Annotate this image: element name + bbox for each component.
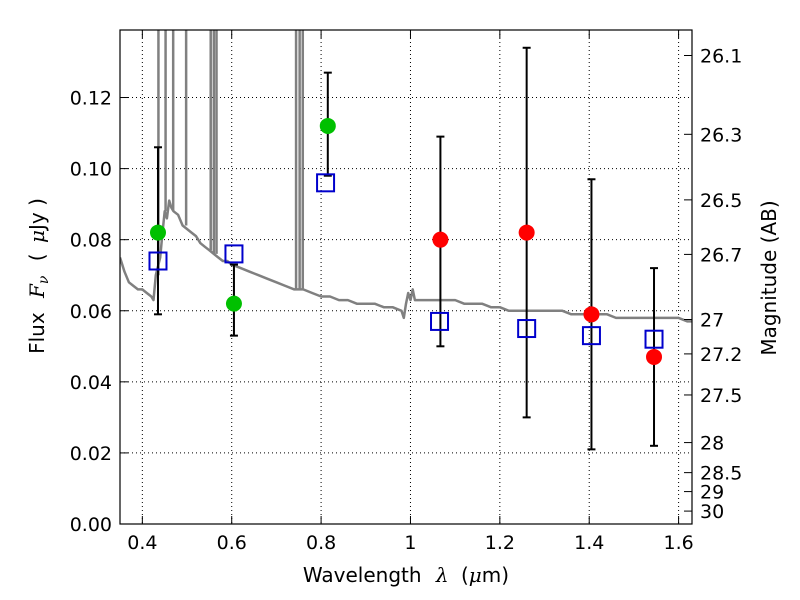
x-tick-label: 1.6 [663, 532, 693, 554]
model-flux-square [224, 244, 244, 264]
observed-flux-point [149, 224, 166, 241]
data-markers [148, 117, 664, 365]
observed-flux-point [319, 117, 336, 134]
magnitude-tick-label: 26.1 [700, 45, 742, 67]
y-tick-labels: 0.00 0.02 0.04 0.06 0.08 0.10 0.12 [70, 88, 112, 536]
x-tick-label: 1.4 [574, 532, 604, 554]
model-flux-square [517, 319, 537, 339]
model-flux-square [644, 329, 664, 349]
y-tick-label: 0.06 [70, 301, 112, 323]
y-tick-label: 0.08 [70, 230, 112, 252]
y-tick-label: 0.04 [70, 372, 112, 394]
magnitude-tick-label: 27.5 [700, 385, 742, 407]
observed-flux-point [432, 231, 449, 248]
observed-flux-point [518, 224, 535, 241]
model-flux-square [430, 311, 450, 331]
axis-ticks [120, 30, 692, 525]
x-tick-label: 0.8 [306, 532, 336, 554]
x-tick-labels: 0.4 0.6 0.8 1 1.2 1.4 1.6 [127, 532, 693, 554]
magnitude-tick-label: 26.3 [700, 124, 742, 146]
y-tick-label: 0.02 [70, 443, 112, 465]
magnitude-tick-label: 27.2 [700, 344, 742, 366]
observed-flux-point [646, 348, 663, 365]
plot-frame [119, 29, 693, 525]
magnitude-tick-label: 26.7 [700, 244, 742, 266]
spectrum-line [120, 199, 692, 323]
y-tick-label: 0.00 [70, 514, 112, 536]
magnitude-tick-label: 30 [700, 501, 724, 523]
error-bars [153, 46, 659, 451]
model-flux-square [148, 251, 168, 271]
magnitude-tick-label: 28 [700, 433, 724, 455]
y-tick-label: 0.10 [70, 159, 112, 181]
magnitude-tick-label: 28.5 [700, 463, 742, 485]
y-tick-label: 0.12 [70, 88, 112, 110]
model-flux-square [581, 326, 601, 346]
x-tick-label: 1 [404, 532, 416, 554]
x-axis-title: Wavelength λ (μm) [303, 563, 509, 587]
x-tick-label: 0.4 [127, 532, 157, 554]
grid [120, 30, 692, 524]
observed-flux-point [583, 306, 600, 323]
magnitude-tick-label: 26.5 [700, 190, 742, 212]
magnitude-tick-label: 29 [700, 482, 724, 504]
magnitude-axis-title: Magnitude (AB) [757, 200, 781, 355]
x-tick-label: 0.6 [217, 532, 247, 554]
model-flux-square [316, 173, 336, 193]
magnitude-tick-label: 27 [700, 309, 724, 331]
y-axis-title: Flux Fν ( μJy ) [25, 198, 53, 354]
x-tick-label: 1.2 [485, 532, 515, 554]
model-spectrum [120, 30, 692, 323]
observed-flux-point [225, 295, 242, 312]
